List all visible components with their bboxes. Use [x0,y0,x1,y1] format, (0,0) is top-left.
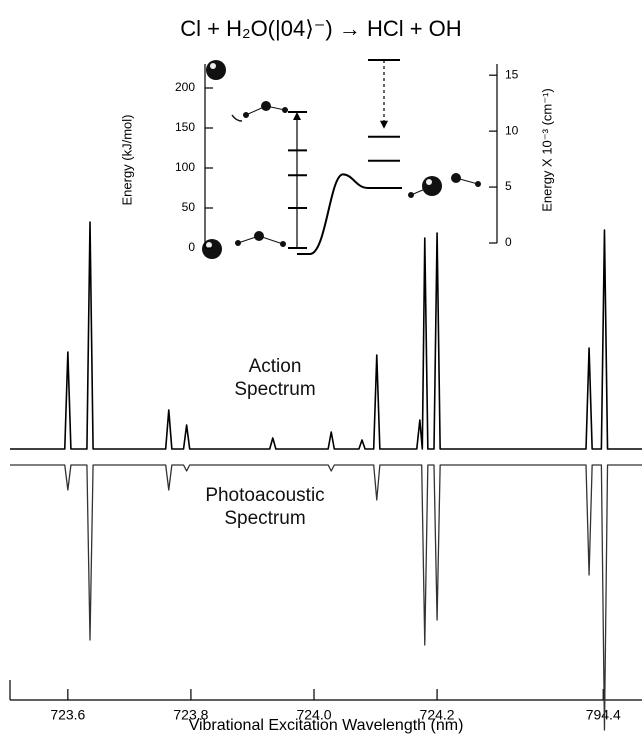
x-tick-label: 723.8 [173,707,208,723]
x-tick-label: 724.2 [420,707,455,723]
spectrum-trace [10,464,642,731]
y-tick-label: 150 [175,120,195,134]
series-label: Photoacoustic Spectrum [205,485,325,529]
molecules [202,60,481,259]
y2-tick-label: 0 [505,235,512,249]
y-tick-label: 100 [175,160,195,174]
x-tick-label: 794.4 [586,707,621,723]
y-tick-label: 50 [182,200,196,214]
y2-tick-label: 5 [505,179,512,193]
arrow-head [380,120,388,129]
spectrum-trace [10,221,642,450]
x-tick-label: 723.6 [50,707,85,723]
arrow-head [293,112,301,120]
series-label: Action Spectrum [234,356,316,400]
x-axis-label: Vibrational Excitation Wavelength (nm) [189,717,464,734]
y-tick-label: 0 [188,240,195,254]
y-tick-label: 200 [175,80,195,94]
y2-tick-label: 10 [505,123,519,137]
x-tick-label: 724.0 [296,707,331,723]
reaction-curve [297,173,402,255]
chart-title: Cl + H₂O(|04⟩⁻) → HCl + OH [180,16,461,41]
y2-axis-label: Energy X 10⁻³ (cm⁻¹) [539,88,554,212]
y-axis-label: Energy (kJ/mol) [119,114,134,205]
y2-tick-label: 15 [505,67,519,81]
